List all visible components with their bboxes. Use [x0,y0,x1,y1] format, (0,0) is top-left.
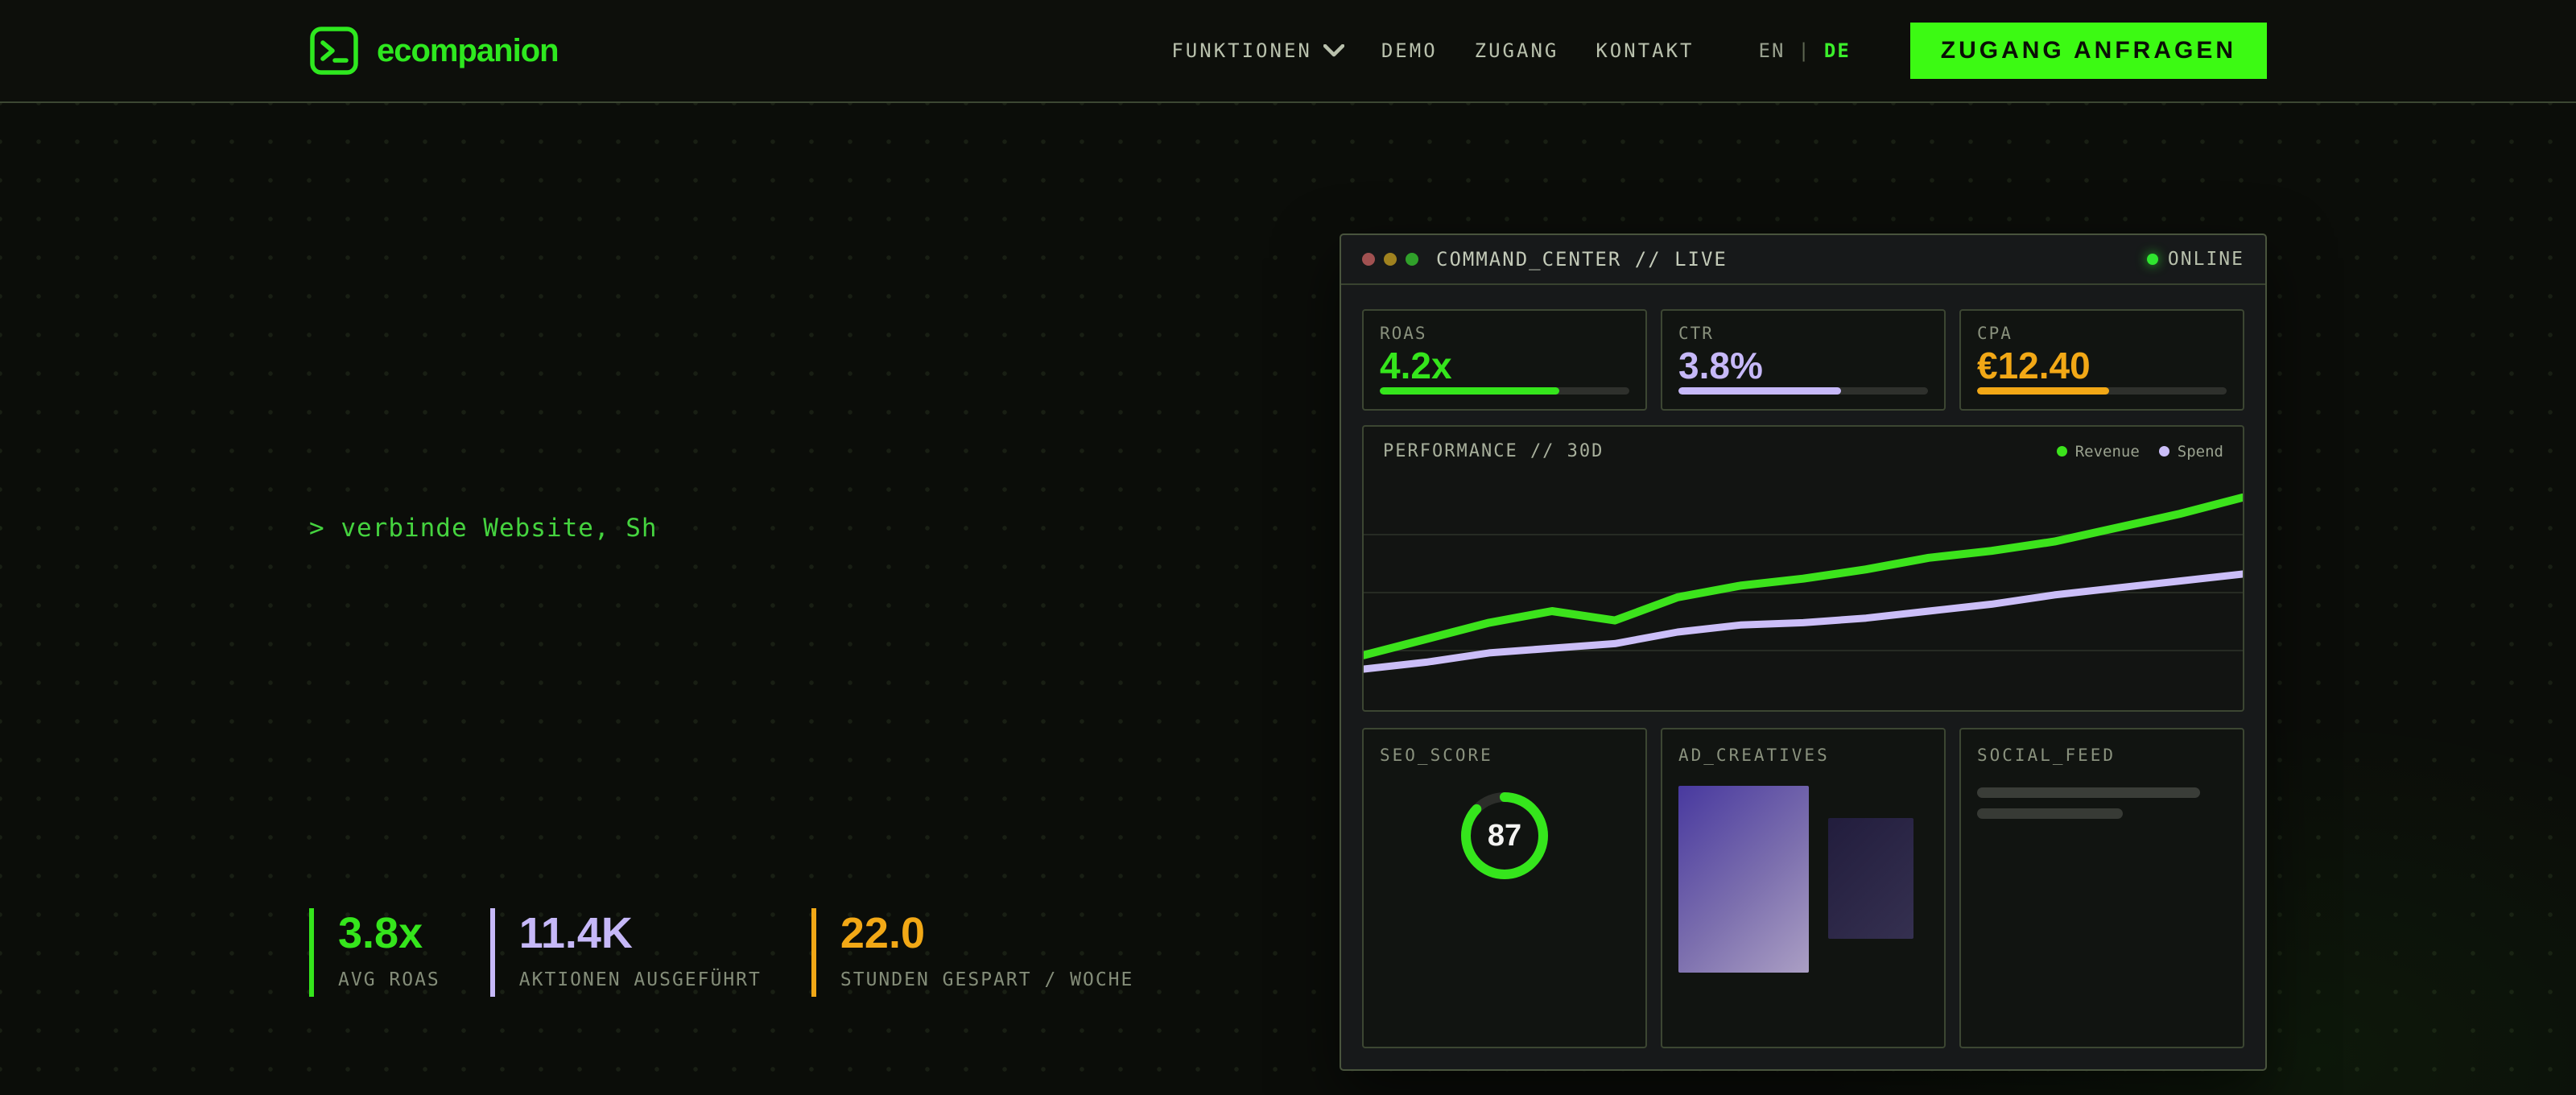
chart-title: PERFORMANCE // 30D [1383,441,1604,461]
stat-item: 11.4K AKTIONEN AUSGEFÜHRT [489,908,762,997]
traffic-green-icon [1406,253,1418,266]
legend-item-spend: Spend [2158,442,2223,461]
stats-row: 3.8x AVG ROAS 11.4K AKTIONEN AUSGEFÜHRT … [309,908,1133,997]
ad-creatives-card: AD_CREATIVES [1661,728,1946,1048]
metric-progress-fill [1977,387,2110,395]
metric-value: 4.2x [1380,344,1452,386]
stat-label: AVG ROAS [338,969,440,990]
card-label: SEO_SCORE [1380,746,1493,765]
brand-logo[interactable]: ecompanion [309,26,559,76]
creative-thumbnail-large [1678,786,1809,973]
metric-progress-track [1380,387,1629,395]
main-nav: FUNKTIONEN DEMO ZUGANG KONTAKT EN | DE Z… [1171,23,2267,79]
chart-legend: Revenue Spend [2056,442,2223,461]
performance-chart-card: PERFORMANCE // 30D Revenue Spend [1362,425,2244,712]
skeleton-line [1977,787,2200,798]
feed-skeleton [1977,787,2227,819]
window-traffic-lights [1362,253,1418,266]
panel-titlebar: COMMAND_CENTER // LIVE ONLINE [1341,235,2265,285]
seo-score-value: 87 [1487,818,1522,853]
metric-progress-fill [1380,387,1560,395]
metric-progress-track [1977,387,2227,395]
top-navbar: ecompanion FUNKTIONEN DEMO ZUGANG KONTAK… [0,0,2576,103]
legend-label: Spend [2177,442,2223,461]
lang-en[interactable]: EN [1758,39,1785,62]
metric-label: CPA [1977,324,2013,343]
lang-divider: | [1798,39,1811,62]
metrics-row: ROAS 4.2x CTR 3.8% CPA €12.40 [1362,309,2244,411]
legend-item-revenue: Revenue [2056,442,2140,461]
stat-value: 3.8x [338,909,423,957]
hero-section: > verbinde Website, Sh 3.8x AVG ROAS 11.… [0,103,2576,1095]
stat-label: STUNDEN GESPART / WOCHE [840,969,1134,990]
metric-card: CTR 3.8% [1661,309,1946,411]
lang-de[interactable]: DE [1823,39,1851,62]
online-label: ONLINE [2167,249,2244,270]
metric-card: ROAS 4.2x [1362,309,1647,411]
card-label: AD_CREATIVES [1678,746,1830,765]
metric-label: CTR [1678,324,1714,343]
card-label: SOCIAL_FEED [1977,746,2116,765]
metric-progress-fill [1678,387,1841,395]
nav-item-funktionen[interactable]: FUNKTIONEN [1171,39,1344,62]
traffic-red-icon [1362,253,1375,266]
language-switcher: EN | DE [1759,39,1851,62]
metric-value: 3.8% [1678,344,1763,386]
seo-score-card: SEO_SCORE 87 [1362,728,1647,1048]
skeleton-line [1977,808,2123,819]
nav-item-zugang[interactable]: ZUGANG [1474,39,1559,62]
panel-title: COMMAND_CENTER // LIVE [1436,248,1728,271]
metric-card: CPA €12.40 [1959,309,2244,411]
stat-value: 22.0 [840,909,925,957]
stat-value: 11.4K [518,909,633,957]
metric-progress-track [1678,387,1928,395]
nav-item-demo[interactable]: DEMO [1381,39,1438,62]
stat-item: 22.0 STUNDEN GESPART / WOCHE [811,908,1134,997]
brand-name: ecompanion [377,32,559,68]
stat-label: AKTIONEN AUSGEFÜHRT [518,969,762,990]
legend-label: Revenue [2074,442,2140,461]
chart-header: PERFORMANCE // 30D Revenue Spend [1364,427,2243,461]
panel-body: ROAS 4.2x CTR 3.8% CPA €12.40 PERFORMA [1341,285,2265,1069]
request-access-button[interactable]: ZUGANG ANFRAGEN [1909,23,2267,79]
traffic-amber-icon [1384,253,1397,266]
online-status: ONLINE [2146,249,2244,270]
line-chart [1364,493,2243,673]
social-feed-card: SOCIAL_FEED [1959,728,2244,1048]
online-dot-icon [2146,254,2158,265]
widgets-row: SEO_SCORE 87 AD_CREATIVES [1362,728,2244,1048]
stat-item: 3.8x AVG ROAS [309,908,440,997]
legend-dot-icon [2158,446,2169,457]
legend-dot-icon [2056,446,2067,457]
metric-label: ROAS [1380,324,1427,343]
metric-value: €12.40 [1977,344,2091,386]
terminal-icon [309,26,359,76]
command-center-panel: COMMAND_CENTER // LIVE ONLINE ROAS 4.2x … [1340,233,2267,1071]
seo-score-gauge: 87 [1455,786,1554,886]
creative-thumbnail-small [1828,818,1913,939]
nav-item-kontakt[interactable]: KONTAKT [1596,39,1695,62]
typewriter-text: > verbinde Website, Sh [309,514,658,543]
chevron-down-icon [1323,44,1344,57]
creatives-thumbnails [1678,786,1928,973]
